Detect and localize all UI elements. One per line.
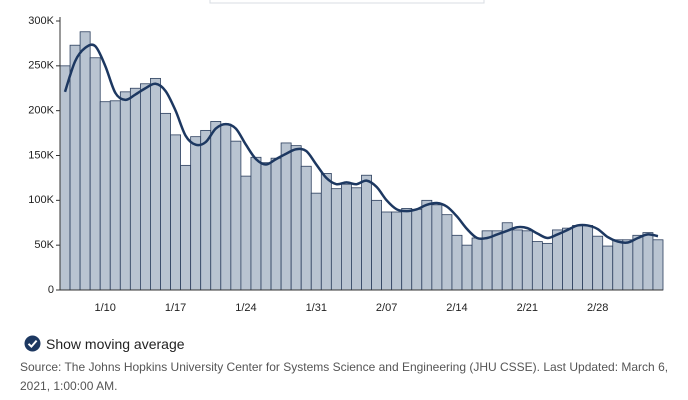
checkbox[interactable] [24,335,41,352]
bar [109,100,121,291]
y-tick-label: 200K [28,105,54,117]
bar [441,214,453,291]
x-tick-label: 1/10 [95,302,116,314]
bar [170,134,182,291]
bar [119,91,131,291]
bar [260,162,272,291]
bar [391,211,403,291]
bar [320,173,332,291]
bar [300,165,312,291]
bar [622,239,634,291]
bar [562,227,573,291]
bar [431,204,443,291]
bar [220,123,232,291]
bar [552,229,563,291]
bar [371,199,382,291]
bar [642,232,654,291]
bar [521,230,533,291]
bar [351,187,362,291]
bar [531,241,543,291]
bar [471,237,483,291]
bar [582,225,594,291]
bar [632,234,644,291]
x-tick-label: 1/24 [235,302,256,314]
source-note: Source: The Johns Hopkins University Cen… [20,360,669,393]
bar [652,239,664,291]
bar [461,244,473,291]
bar [250,156,262,291]
bar [310,192,322,291]
bar [511,229,523,291]
bar [451,234,463,291]
x-tick-label: 1/17 [165,302,186,314]
bar [230,140,242,291]
bar [592,235,604,291]
bar [200,129,212,291]
bar [280,142,292,291]
chart: 0 50K 100K 150K 200K 250K 300K 1/10 1/17 1/24 1/31… [28,0,664,314]
moving-average-line [63,43,659,244]
x-tick-label: 2/21 [517,302,538,314]
bar [542,242,553,291]
bar [411,208,423,291]
bar [602,245,614,291]
bar [491,230,503,291]
toggle-label: Show moving average [46,335,185,352]
bar [99,101,111,291]
bar [150,77,161,291]
bar [240,175,252,291]
bar [190,136,202,291]
y-tick-label: 50K [34,239,54,251]
x-tick-label: 2/07 [376,302,397,314]
moving-average-toggle[interactable]: Show moving average [24,335,185,352]
bar [270,157,282,291]
y-tick-label: 100K [28,194,54,206]
bar [210,121,222,291]
bar [381,211,393,291]
y-tick-label: 250K [28,60,54,72]
bar [139,83,151,291]
x-tick-label: 1/31 [306,302,327,314]
search-box-edge [209,0,485,4]
bar [160,112,171,291]
y-tick-label: 0 [48,284,54,296]
bar [79,31,91,291]
bar [89,57,101,291]
bar [340,183,352,291]
bar [180,164,192,291]
x-tick-label: 2/14 [446,302,467,314]
y-tick-label: 150K [28,149,54,161]
bar [572,225,583,291]
y-tick-label: 300K [28,15,54,27]
bar [290,145,302,291]
bar [59,65,71,291]
bar [612,239,624,291]
bar [129,87,141,291]
bar [69,44,81,291]
x-tick-label: 2/28 [587,302,608,314]
bar [330,188,342,291]
bar [361,174,372,291]
bar [421,199,433,291]
bar [401,208,413,291]
